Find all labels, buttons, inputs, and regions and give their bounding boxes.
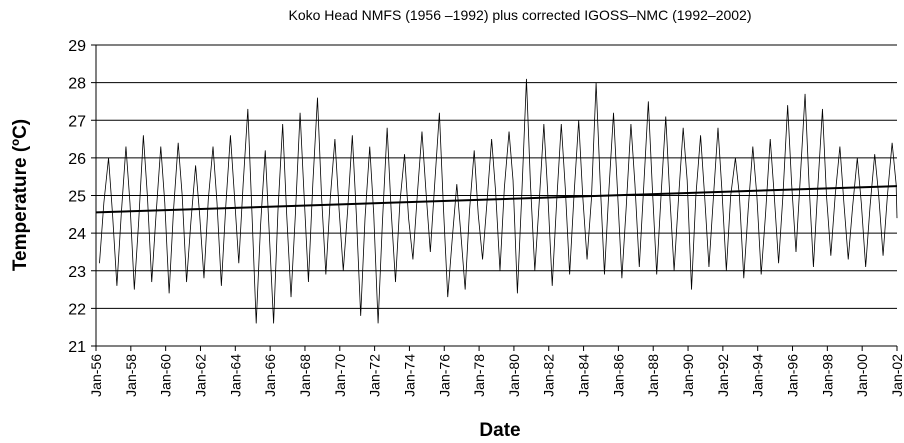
- y-tick-label: 24: [68, 226, 86, 243]
- x-tick-label: Jan-66: [262, 354, 278, 397]
- y-tick-label: 29: [68, 38, 86, 55]
- y-tick-label: 23: [68, 264, 86, 281]
- x-tick-label: Jan-02: [889, 354, 904, 397]
- data-line: [99, 78, 898, 324]
- data-line: [95, 185, 898, 214]
- y-tick-label: 22: [68, 301, 86, 318]
- x-tick-label: Jan-98: [819, 354, 835, 397]
- x-tick-label: Jan-00: [854, 354, 870, 397]
- x-tick-label: Jan-60: [158, 354, 174, 397]
- x-axis-label: Date: [479, 420, 520, 441]
- x-tick-label: Jan-58: [123, 354, 139, 397]
- x-tick-label: Jan-76: [436, 354, 452, 397]
- x-tick-label: Jan-72: [367, 354, 383, 397]
- y-tick-label: 21: [68, 339, 86, 356]
- x-tick-label: Jan-82: [541, 354, 557, 397]
- x-tick-label: Jan-80: [506, 354, 522, 397]
- x-tick-label: Jan-56: [88, 354, 104, 397]
- x-tick-label: Jan-94: [750, 354, 766, 397]
- x-tick-label: Jan-86: [610, 354, 626, 397]
- x-tick-label: Jan-88: [645, 354, 661, 397]
- x-tick-label: Jan-74: [401, 354, 417, 397]
- x-tick-label: Jan-70: [332, 354, 348, 397]
- y-tick-label: 27: [68, 113, 86, 130]
- x-tick-label: Jan-68: [297, 354, 313, 397]
- x-tick-label: Jan-84: [576, 354, 592, 397]
- x-tick-label: Jan-92: [715, 354, 731, 397]
- x-tick-label: Jan-90: [680, 354, 696, 397]
- y-tick-label: 26: [68, 151, 86, 168]
- x-tick-label: Jan-64: [227, 354, 243, 397]
- y-tick-label: 28: [68, 76, 86, 93]
- x-tick-label: Jan-78: [471, 354, 487, 397]
- x-tick-label: Jan-62: [192, 354, 208, 397]
- y-tick-label: 25: [68, 189, 86, 206]
- x-tick-label: Jan-96: [785, 354, 801, 397]
- y-axis-label: Temperature (ºC): [10, 119, 31, 271]
- chart-title: Koko Head NMFS (1956 –1992) plus correct…: [288, 7, 751, 23]
